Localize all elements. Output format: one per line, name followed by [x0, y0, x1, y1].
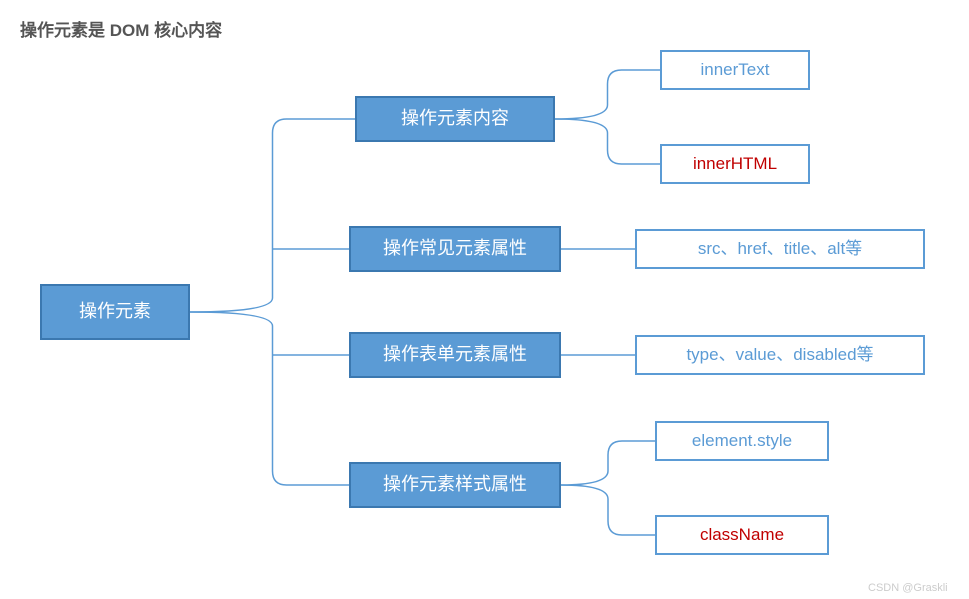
node-content-label: 操作元素内容: [401, 108, 509, 130]
node-innerhtml: innerHTML: [660, 144, 810, 184]
node-innertext: innerText: [660, 50, 810, 90]
node-common-attrs: 操作常见元素属性: [349, 226, 561, 272]
node-form-attrs-label: 操作表单元素属性: [383, 344, 527, 366]
node-element-style: element.style: [655, 421, 829, 461]
node-form-attrs: 操作表单元素属性: [349, 332, 561, 378]
node-classname-label: className: [700, 525, 784, 545]
node-src-href-label: src、href、title、alt等: [698, 239, 862, 259]
node-style-attrs-label: 操作元素样式属性: [383, 474, 527, 496]
node-root-label: 操作元素: [79, 301, 151, 323]
node-style-attrs: 操作元素样式属性: [349, 462, 561, 508]
node-innerhtml-label: innerHTML: [693, 154, 777, 174]
node-common-attrs-label: 操作常见元素属性: [383, 238, 527, 260]
watermark: CSDN @Graskli: [868, 582, 948, 594]
node-src-href: src、href、title、alt等: [635, 229, 925, 269]
node-element-style-label: element.style: [692, 431, 792, 451]
node-content: 操作元素内容: [355, 96, 555, 142]
node-innertext-label: innerText: [701, 60, 770, 80]
node-type-value-label: type、value、disabled等: [686, 345, 873, 365]
node-type-value: type、value、disabled等: [635, 335, 925, 375]
node-root: 操作元素: [40, 284, 190, 340]
node-classname: className: [655, 515, 829, 555]
page-title: 操作元素是 DOM 核心内容: [20, 16, 222, 41]
